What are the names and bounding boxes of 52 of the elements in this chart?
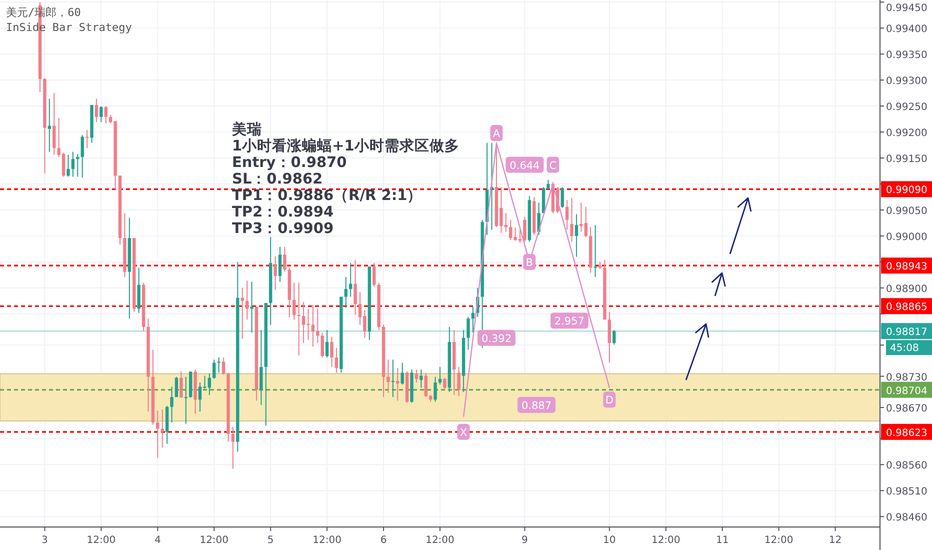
- annotation: 0.392: [481, 332, 512, 345]
- annotation: B: [526, 256, 534, 269]
- y-tick-label: 0.99400: [886, 24, 928, 36]
- annotation: TP2：0.9894: [232, 204, 334, 220]
- x-tick-label: 12:00: [651, 535, 680, 546]
- annotation: SL：0.9862: [232, 172, 323, 188]
- y-tick-label: 0.98560: [886, 460, 928, 472]
- x-tick-label: 4: [154, 535, 161, 546]
- y-tick-label: 0.98730: [886, 372, 928, 384]
- x-tick-label: 6: [380, 535, 387, 546]
- x-tick-label: 12:00: [86, 535, 116, 546]
- annotation: 1小时看涨蝙蝠+1小时需求区做多: [232, 138, 460, 154]
- x-tick-label: 12:00: [200, 535, 229, 546]
- annotation: A: [492, 128, 501, 140]
- annotation: C: [549, 160, 557, 172]
- annotation: D: [605, 394, 614, 407]
- x-tick-label: 10: [603, 535, 616, 546]
- y-tick-label: 0.98900: [886, 284, 928, 295]
- y-tick-label: 0.98670: [886, 403, 928, 414]
- annotation: 美瑞: [231, 120, 262, 138]
- annotation: X: [460, 426, 468, 439]
- x-tick-label: 5: [267, 535, 274, 546]
- y-tick-label: 0.98510: [886, 486, 928, 498]
- countdown: 45:08: [886, 340, 932, 356]
- x-tick-label: 12:00: [764, 535, 794, 546]
- annotation: TP3：0.9909: [232, 221, 334, 237]
- y-tick-label: 0.99350: [886, 50, 928, 62]
- ref-line-label: 0.98623: [886, 428, 928, 439]
- y-tick-label: 0.99250: [886, 102, 928, 114]
- y-tick-label: 0.99150: [886, 154, 928, 165]
- ref-line-label: 0.99090: [886, 185, 928, 196]
- y-tick-label: 0.99300: [886, 76, 928, 88]
- y-tick-label: 0.99050: [886, 206, 928, 217]
- y-tick-label: 0.98460: [886, 512, 928, 524]
- x-tick-label: 12:00: [312, 535, 342, 546]
- annotation: 0.644: [510, 160, 540, 172]
- ref-line-label: 0.98817: [886, 327, 928, 338]
- ref-line-label: 0.98943: [886, 262, 928, 273]
- y-tick-label: 0.99450: [886, 3, 928, 14]
- y-tick-label: 0.99000: [886, 232, 928, 243]
- annotation: 2.957: [554, 316, 584, 328]
- x-tick-label: 9: [522, 535, 528, 546]
- ref-line-label: 0.98865: [886, 302, 928, 314]
- y-tick-label: 0.99200: [886, 128, 928, 140]
- x-tick-label: 3: [42, 535, 48, 546]
- x-tick-label: 12: [828, 535, 842, 546]
- annotation: Entry：0.9870: [232, 155, 347, 171]
- x-tick-label: 12:00: [426, 535, 454, 546]
- annotation: TP1：0.9886（R/R 2:1）: [232, 188, 422, 204]
- annotation: 0.887: [521, 400, 552, 412]
- ref-line-label: 0.98704: [886, 386, 928, 397]
- x-tick-label: 11: [716, 535, 729, 546]
